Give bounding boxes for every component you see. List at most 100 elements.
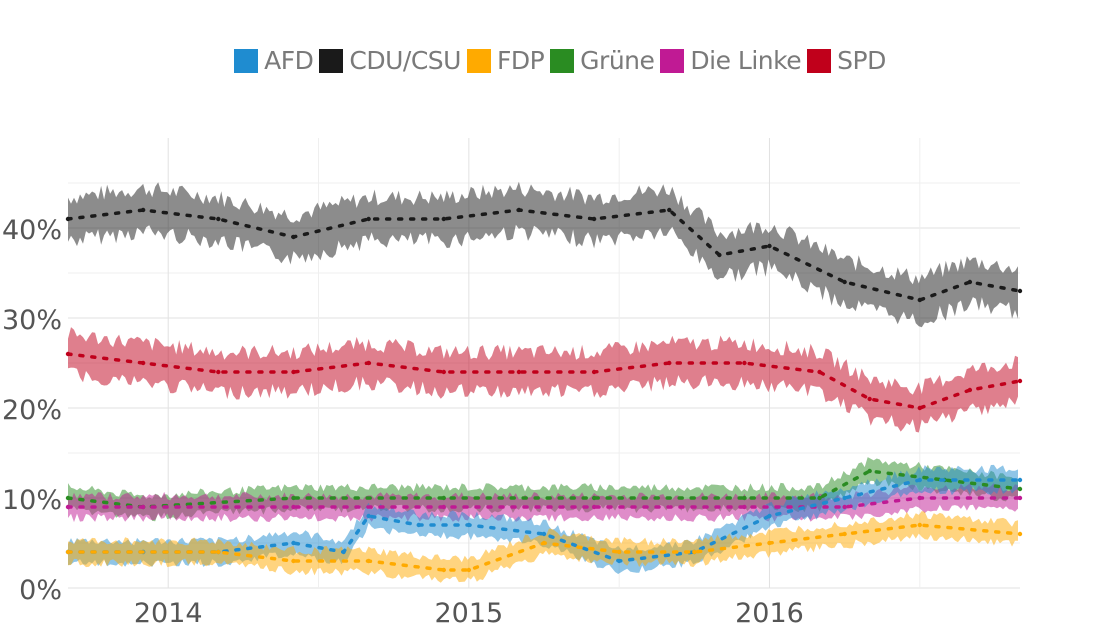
legend-label-die-linke: Die Linke: [690, 46, 802, 75]
data-point-die-linke: [1017, 495, 1023, 501]
data-point-fdp: [541, 540, 547, 546]
data-point-fdp: [65, 549, 71, 555]
data-point-spd: [140, 360, 146, 366]
band-fdp: [68, 511, 1018, 583]
data-point-gruene: [591, 495, 597, 501]
data-point-spd: [516, 369, 522, 375]
data-point-fdp: [441, 567, 446, 573]
data-point-spd: [1017, 378, 1023, 384]
data-point-fdp: [692, 549, 697, 555]
data-point-spd: [216, 369, 221, 375]
data-point-cdu-csu: [717, 252, 722, 258]
axes: 0% 10% 20% 30% 40% 2014 2015 2016: [2, 215, 804, 629]
data-point-afd: [842, 495, 847, 501]
data-point-gruene: [742, 495, 747, 501]
bands: [68, 181, 1018, 583]
legend-label-afd: AFD: [264, 46, 314, 75]
data-point-spd: [967, 387, 973, 393]
series-line-afd: [66, 478, 1022, 563]
data-point-die-linke: [742, 504, 747, 510]
data-point-fdp: [291, 558, 296, 564]
data-point-cdu-csu: [667, 207, 672, 213]
data-point-cdu-csu: [967, 279, 973, 285]
legend-label-gruene: Grüne: [580, 46, 655, 75]
legend-label-cdu-csu: CDU/CSU: [349, 46, 461, 75]
band-afd: [68, 464, 1018, 574]
data-point-cdu-csu: [516, 207, 522, 213]
data-point-cdu-csu: [1017, 288, 1023, 294]
data-point-afd: [767, 513, 772, 519]
data-point-gruene: [817, 495, 822, 501]
data-point-gruene: [291, 495, 296, 501]
y-tick-label: 10%: [2, 485, 62, 516]
data-point-die-linke: [65, 504, 71, 510]
legend-item-spd: SPD: [807, 46, 886, 75]
x-tick-label: 2014: [134, 598, 203, 629]
series-line-cdu-csu: [66, 208, 1022, 302]
legend-label-spd: SPD: [837, 46, 886, 75]
data-point-cdu-csu: [917, 297, 922, 303]
data-point-spd: [867, 396, 872, 402]
data-point-spd: [366, 360, 371, 366]
data-point-spd: [742, 360, 747, 366]
data-point-fdp: [366, 558, 371, 564]
data-point-fdp: [842, 531, 847, 537]
data-point-fdp: [767, 540, 772, 546]
data-point-die-linke: [917, 495, 922, 501]
data-point-afd: [917, 477, 922, 483]
data-point-cdu-csu: [65, 216, 71, 222]
data-point-afd: [1017, 477, 1023, 483]
legend-swatch-cdu-csu: [319, 48, 344, 73]
data-point-spd: [591, 369, 597, 375]
data-point-spd: [817, 369, 822, 375]
legend-item-die-linke: Die Linke: [660, 46, 802, 75]
legend-swatch-spd: [807, 48, 832, 73]
data-point-afd: [341, 549, 346, 555]
data-point-die-linke: [591, 504, 597, 510]
data-point-die-linke: [291, 504, 296, 510]
data-point-afd: [466, 522, 472, 528]
data-point-cdu-csu: [591, 216, 597, 222]
legend-swatch-fdp: [466, 48, 491, 73]
legend-swatch-die-linke: [660, 48, 685, 73]
data-point-gruene: [441, 495, 446, 501]
legend-item-gruene: Grüne: [550, 46, 655, 75]
data-point-cdu-csu: [767, 243, 772, 249]
data-point-die-linke: [441, 504, 446, 510]
series-line-die-linke: [66, 496, 1022, 509]
data-point-afd: [416, 522, 421, 528]
data-point-fdp: [616, 549, 622, 555]
data-point-gruene: [65, 495, 71, 501]
legend-swatch-afd: [234, 48, 259, 73]
legend-item-afd: AFD: [234, 46, 314, 75]
legend-item-fdp: FDP: [466, 46, 545, 75]
data-point-spd: [917, 405, 922, 411]
data-point-gruene: [867, 468, 872, 474]
legend-label-fdp: FDP: [496, 46, 545, 75]
series-line-gruene: [66, 469, 1022, 509]
y-tick-label: 0%: [19, 575, 62, 606]
series-lines: [65, 207, 1023, 573]
x-tick-label: 2016: [735, 598, 804, 629]
y-tick-label: 30%: [2, 305, 62, 336]
y-tick-label: 20%: [2, 395, 62, 426]
data-point-afd: [366, 513, 371, 519]
data-point-die-linke: [842, 504, 847, 510]
data-point-fdp: [466, 567, 472, 573]
legend: AFD CDU/CSU FDP Grüne Die Linke SPD: [0, 46, 1120, 75]
data-point-fdp: [917, 522, 922, 528]
data-point-fdp: [1017, 531, 1023, 537]
data-point-cdu-csu: [441, 216, 446, 222]
data-point-afd: [541, 531, 547, 537]
data-point-afd: [616, 558, 622, 564]
legend-item-cdu-csu: CDU/CSU: [319, 46, 461, 75]
data-point-spd: [667, 360, 672, 366]
data-point-fdp: [216, 549, 221, 555]
data-point-cdu-csu: [216, 216, 221, 222]
data-point-cdu-csu: [842, 279, 847, 285]
data-point-cdu-csu: [291, 234, 296, 240]
data-point-spd: [291, 369, 296, 375]
data-point-afd: [291, 540, 296, 546]
